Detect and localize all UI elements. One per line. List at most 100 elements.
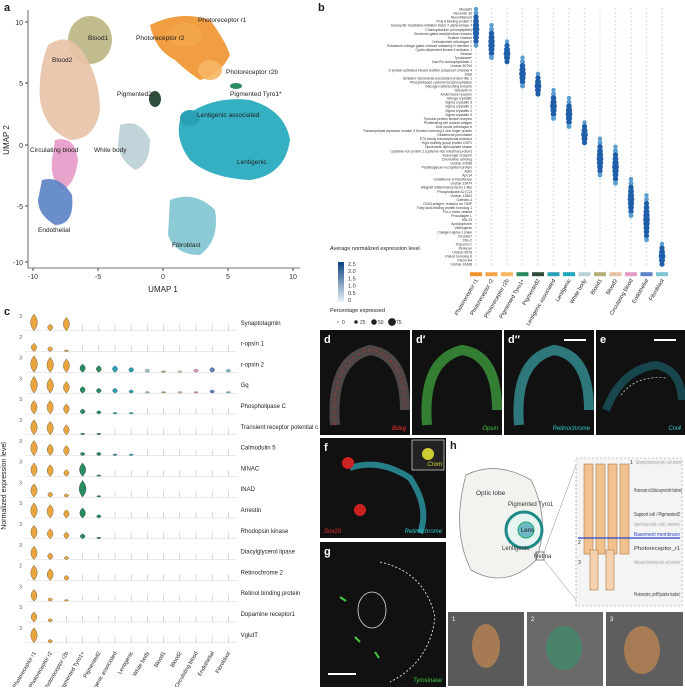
dotplot-dot (630, 230, 632, 233)
dotplot-dot (537, 105, 539, 108)
dotplot-dot (552, 251, 555, 253)
dotplot-dot (599, 222, 601, 225)
dotplot-dot (645, 166, 648, 168)
violin-shape (63, 469, 70, 477)
dotplot-dot (614, 12, 617, 14)
dotplot-dot (475, 202, 477, 205)
violin-shape (47, 491, 53, 498)
dotplot-dot (568, 137, 570, 140)
dotplot-dot (568, 190, 570, 193)
dotplot-dot (506, 166, 508, 168)
dotplot-dot (520, 83, 525, 89)
dotplot-dot (568, 259, 570, 261)
dotplot-dot (630, 12, 632, 14)
dotplot-dot (599, 20, 601, 23)
dotplot-dot (568, 238, 570, 241)
cluster-blood2 (39, 39, 100, 140)
cluster-fibroblast (168, 196, 216, 255)
dotplot-dot (490, 125, 493, 128)
dotplot-gene-label: CD63 antigen, receptor for TIMP (423, 202, 473, 206)
dotplot-dot (475, 141, 477, 144)
dotplot-dot (521, 93, 524, 95)
dotplot-dot (568, 230, 570, 233)
dotplot-dot (583, 218, 586, 221)
umap-xtick: 5 (226, 274, 230, 281)
dotplot-dot (612, 152, 619, 158)
dotplot-dot (630, 226, 632, 229)
violin-ytick: 2 (19, 335, 22, 341)
umap-label-lentigenic: Lentigenic (237, 159, 267, 166)
dotplot-dot (506, 12, 508, 14)
schematic-text-1: Distal segments of photoreceptor layer (… (636, 460, 682, 466)
dotplot-dot (614, 210, 617, 213)
violin-ytick: 3 (19, 418, 22, 424)
dotplot-dot (490, 105, 493, 108)
dotplot-dot (537, 101, 539, 104)
violin-shape (30, 483, 38, 498)
dotplot-gene-label: Glutathione peroxidase (437, 133, 472, 137)
dotplot-dot (475, 206, 477, 209)
violin-gene-label: r-opsin 1 (241, 342, 265, 348)
dotplot-dot (659, 257, 665, 264)
dotplot-dot (599, 259, 601, 261)
dotplot-dot (630, 52, 632, 55)
dotplot-dot (645, 162, 648, 164)
dotplot-gene-label: Telesurin-m (454, 89, 472, 93)
dotplot-dot (475, 210, 477, 213)
violin-shape (79, 507, 86, 519)
dotplot-dot (612, 172, 619, 178)
violin-shape (145, 391, 150, 394)
schematic-text-4: Support cell layer (r-opsin1–, r-opsin2–… (634, 522, 680, 528)
dotplot-dot (645, 186, 648, 189)
dotplot-size-legend-title: Percentage expressed (330, 308, 385, 314)
dotplot-dot (537, 64, 539, 67)
dotplot-dot (537, 202, 539, 205)
dotplot-dot (521, 210, 524, 213)
violin-shape (30, 502, 38, 519)
violin-gene-label: INAD (241, 487, 256, 493)
tem-images: 1 2 3 (448, 612, 683, 686)
violin-shape (79, 386, 86, 394)
violin-gene-label: NINAC (241, 466, 260, 472)
dotplot-dot (599, 243, 601, 245)
dotplot-dot (645, 243, 648, 245)
dotplot-dot (630, 238, 632, 241)
dotplot-dot (537, 149, 539, 152)
dotplot-dot (504, 54, 510, 61)
dotplot-dot (628, 176, 634, 182)
dotplot-dot (506, 129, 508, 132)
dotplot-dot (599, 76, 601, 79)
micro-d1-label: Opsin (482, 426, 498, 432)
lens-shape (517, 521, 535, 539)
dotplot-dot (630, 218, 632, 221)
dotplot-dot (614, 117, 617, 120)
cluster-endothelial (38, 179, 73, 225)
dotplot-gene-label: Shell (464, 72, 472, 76)
dotplot-dot (583, 68, 586, 71)
dotplot-dot (583, 81, 586, 83)
dotplot-dot (475, 222, 477, 225)
dotplot-dot (504, 39, 510, 44)
dotplot-dot (661, 141, 663, 144)
dotplot-dot (475, 166, 477, 168)
dotplot-dot (537, 166, 539, 168)
dotplot-dot (628, 180, 634, 186)
dotplot-dot (661, 129, 663, 132)
dotplot-dot (490, 89, 493, 91)
dotplot-dot (506, 8, 508, 10)
violin-shape (47, 323, 53, 331)
dotplot-dot (661, 89, 663, 91)
dotplot-dot (661, 186, 663, 189)
violin-shape (112, 412, 118, 415)
dotplot-dot (614, 113, 617, 116)
dotplot-dot (583, 170, 586, 172)
dotplot-dot (661, 194, 663, 197)
dotplot-dot (521, 186, 524, 189)
cluster-lentigenic-associated (180, 110, 200, 126)
violin-ytick: 2 (19, 564, 22, 570)
dotplot-dot (521, 12, 524, 14)
dotplot-dot (645, 129, 648, 132)
dotplot-dot (506, 24, 508, 27)
dotplot-dot (475, 117, 477, 120)
dotplot-dot (552, 182, 555, 185)
